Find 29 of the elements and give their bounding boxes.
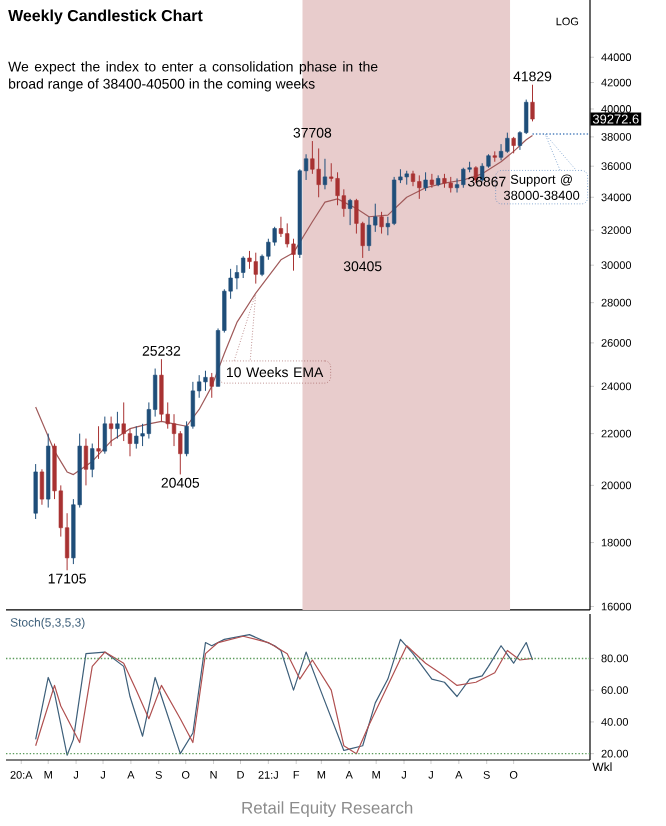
candlestick [278,216,284,238]
candlestick [90,443,95,478]
candlestick [417,174,422,200]
candlestick [505,132,510,154]
candlestick [102,416,107,455]
candlestick [203,370,208,392]
text: Retail Equity Research [242,801,413,818]
candlestick [429,173,434,189]
candlestick [366,216,372,252]
candlestick [33,463,38,520]
candlestick [461,167,466,189]
candlestick [159,358,164,422]
candlestick [39,468,45,506]
candlestick [316,147,321,198]
candlestick [115,411,120,440]
candlestick [127,428,133,457]
candlestick [83,438,89,486]
candlestick [134,425,139,450]
candlestick [423,171,428,192]
candlestick [96,425,101,460]
candlestick [379,211,384,235]
candlestick [109,416,114,447]
candlestick [454,177,460,194]
candlestick [253,252,258,285]
candlestick [530,84,535,122]
candlestick [209,372,214,399]
candlestick [348,198,353,226]
candlestick [322,158,328,190]
candlestick [171,413,177,447]
